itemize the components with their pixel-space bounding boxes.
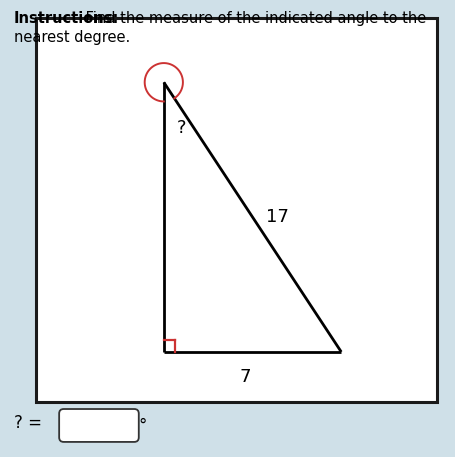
Text: 17: 17 [266, 208, 289, 226]
Text: Find the measure of the indicated angle to the: Find the measure of the indicated angle … [81, 11, 426, 27]
Text: nearest degree.: nearest degree. [14, 30, 130, 45]
Text: °: ° [139, 416, 147, 435]
Text: Instructions:: Instructions: [14, 11, 119, 27]
Text: 7: 7 [240, 368, 252, 386]
Text: ?: ? [177, 119, 186, 137]
Text: ? =: ? = [14, 414, 42, 432]
FancyBboxPatch shape [59, 409, 139, 442]
Bar [36, 18, 437, 402]
